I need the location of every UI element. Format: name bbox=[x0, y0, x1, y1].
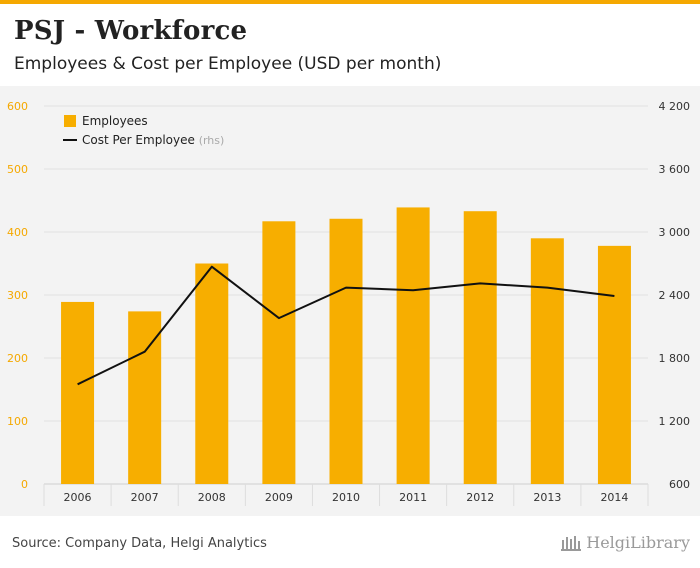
bar-employees-2014 bbox=[597, 245, 631, 484]
x-axis-tick-label: 2014 bbox=[600, 491, 628, 504]
source-text: Source: Company Data, Helgi Analytics bbox=[12, 536, 267, 551]
library-icon bbox=[561, 535, 582, 551]
legend-label-cost: Cost Per Employee (rhs) bbox=[82, 133, 224, 147]
left-axis-tick-label: 100 bbox=[7, 415, 28, 428]
line-cost-per-employee bbox=[77, 265, 615, 386]
accent-top-bar bbox=[0, 0, 700, 4]
bar-employees-2007 bbox=[128, 311, 162, 484]
right-axis-tick-label: 1 800 bbox=[659, 352, 691, 365]
left-axis-tick-label: 400 bbox=[7, 226, 28, 239]
chart-footer: Source: Company Data, Helgi Analytics He… bbox=[0, 516, 700, 568]
left-axis-tick-label: 600 bbox=[7, 100, 28, 113]
right-axis-tick-label: 1 200 bbox=[659, 415, 691, 428]
left-axis-tick-label: 200 bbox=[7, 352, 28, 365]
x-axis-tick-label: 2008 bbox=[198, 491, 226, 504]
right-axis-tick-label: 3 000 bbox=[659, 226, 691, 239]
brand-name: HelgiLibrary bbox=[586, 533, 690, 552]
x-axis-tick-label: 2012 bbox=[466, 491, 494, 504]
bar-employees-2009 bbox=[262, 221, 296, 485]
left-axis-tick-label: 300 bbox=[7, 289, 28, 302]
x-axis-tick-label: 2013 bbox=[533, 491, 561, 504]
legend-label-employees: Employees bbox=[82, 114, 148, 128]
x-axis-tick-label: 2006 bbox=[64, 491, 92, 504]
right-axis-tick-label: 3 600 bbox=[659, 163, 691, 176]
left-axis-tick-label: 500 bbox=[7, 163, 28, 176]
x-axis-tick-label: 2010 bbox=[332, 491, 360, 504]
x-axis-tick-label: 2011 bbox=[399, 491, 427, 504]
chart-area: 0 100 200 300 400 500 600 600 1 200 1 800 2 400 3 0… bbox=[0, 86, 700, 516]
legend-swatch-employees bbox=[64, 115, 76, 127]
x-axis-tick-label: 2007 bbox=[131, 491, 159, 504]
bar-employees-2006 bbox=[61, 301, 95, 484]
workforce-chart: 0 100 200 300 400 500 600 600 1 200 1 800 2 400 3 0… bbox=[7, 100, 691, 506]
bar-employees-2008 bbox=[195, 263, 229, 484]
bar-employees-2013 bbox=[530, 238, 564, 484]
page-title: PSJ - Workforce bbox=[14, 16, 248, 46]
bar-employees-2011 bbox=[396, 207, 430, 484]
right-axis-tick-label: 2 400 bbox=[659, 289, 691, 302]
bar-employees-2012 bbox=[463, 211, 497, 484]
right-axis-tick-label: 600 bbox=[669, 478, 690, 491]
page-subtitle: Employees & Cost per Employee (USD per m… bbox=[14, 54, 442, 74]
brand-logo[interactable]: HelgiLibrary bbox=[560, 533, 690, 552]
right-axis-tick-label: 4 200 bbox=[659, 100, 691, 113]
bar-employees-2010 bbox=[329, 218, 363, 484]
left-axis-tick-label: 0 bbox=[21, 478, 28, 491]
legend-note-rhs: (rhs) bbox=[199, 134, 225, 147]
chart-header: PSJ - Workforce Employees & Cost per Emp… bbox=[0, 4, 700, 86]
x-axis-tick-label: 2009 bbox=[265, 491, 293, 504]
